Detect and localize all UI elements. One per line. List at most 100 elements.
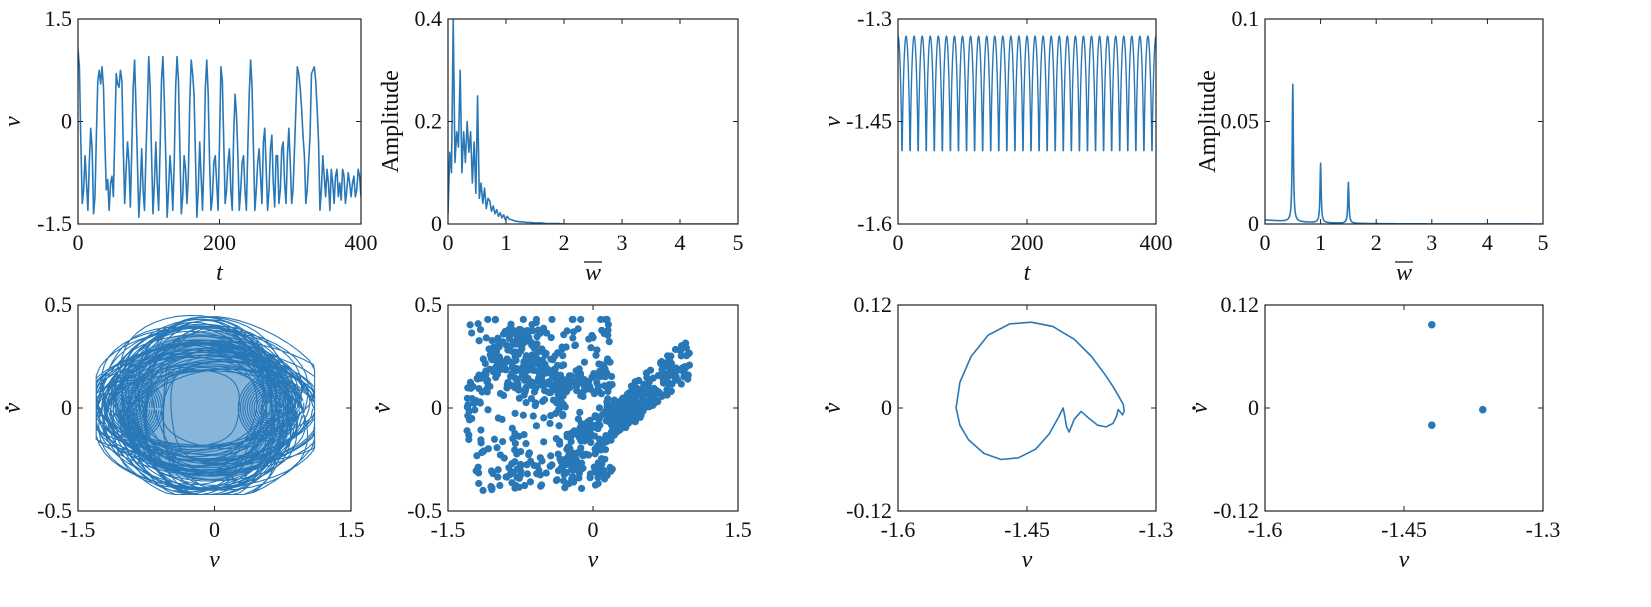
scatter-point	[502, 341, 510, 349]
scatter-point	[594, 459, 602, 467]
scatter-point	[685, 361, 694, 369]
scatter-point	[502, 366, 510, 374]
x-tick-label: 1	[1315, 230, 1326, 255]
scatter-point	[477, 426, 485, 434]
scatter-point	[569, 466, 577, 474]
scatter-point	[555, 405, 563, 414]
scatter-point	[653, 387, 661, 395]
scatter-point	[664, 352, 672, 360]
scatter-point	[574, 415, 582, 423]
scatter-point	[506, 346, 514, 354]
y-axis-label: v	[370, 402, 396, 413]
scatter-point	[605, 338, 613, 346]
scatter-point	[562, 388, 570, 396]
scatter-point	[531, 352, 539, 361]
scatter-point	[494, 466, 502, 474]
scatter-point	[526, 478, 535, 486]
scatter-point	[594, 479, 602, 488]
scatter-point	[471, 406, 479, 414]
y-label-dot	[825, 406, 829, 410]
scatter-point	[528, 341, 536, 349]
x-axis-label: v	[1399, 547, 1410, 573]
y-label-dot	[5, 406, 9, 410]
x-tick-label: 0	[588, 517, 599, 542]
scatter-point	[540, 386, 549, 395]
scatter-point	[579, 452, 587, 460]
scatter-point	[512, 367, 520, 375]
series-line	[448, 19, 738, 224]
scatter-point	[528, 320, 536, 329]
scatter-point	[538, 345, 546, 353]
scatter-point	[672, 366, 681, 375]
scatter-point	[488, 484, 496, 492]
scatter-point	[680, 367, 688, 375]
y-tick-label: 1.5	[45, 6, 73, 31]
scatter-point	[476, 325, 485, 334]
scatter-point	[479, 486, 487, 494]
scatter-point	[475, 479, 483, 488]
scatter-point	[502, 473, 510, 481]
scatter-point	[571, 341, 580, 349]
scatter-point	[623, 407, 631, 415]
scatter-point	[536, 454, 544, 462]
panel-phase-chaotic: -1.5 0 1.5 -0.5 0 0.5 v v	[0, 292, 365, 573]
scatter-point	[658, 372, 666, 380]
scatter-point	[575, 365, 583, 373]
scatter-point	[577, 465, 585, 473]
scatter-point	[474, 463, 482, 471]
scatter-point	[557, 463, 566, 472]
y-axis-label: Amplitude	[1195, 70, 1221, 173]
scatter-point	[511, 458, 519, 466]
scatter-point	[540, 414, 548, 422]
scatter-point	[677, 342, 686, 350]
x-tick-label: 4	[1482, 230, 1493, 255]
scatter-point	[600, 329, 608, 338]
y-axis-label: v	[820, 402, 846, 413]
scatter-point	[553, 361, 562, 370]
x-tick-label: 0	[1260, 230, 1271, 255]
y-tick-label: 0.5	[45, 292, 73, 317]
scatter-point	[546, 419, 554, 428]
plot-frame	[447, 18, 739, 225]
scatter-point	[480, 447, 488, 455]
y-tick-label: 0.5	[415, 292, 443, 317]
scatter-point	[557, 458, 565, 466]
scatter-point	[530, 461, 538, 470]
scatter-point	[558, 345, 567, 353]
scatter-point	[547, 452, 555, 460]
panel-phase-periodic: -1.6 -1.45 -1.3 -0.12 0 0.12 v v	[820, 292, 1173, 573]
scatter-point	[466, 378, 475, 386]
scatter-point	[594, 382, 602, 390]
scatter-point	[548, 315, 556, 324]
scatter-point	[515, 386, 523, 394]
scatter-point	[667, 387, 675, 396]
scatter-point	[557, 398, 565, 406]
y-tick-label: 0	[881, 395, 892, 420]
scatter-point	[543, 329, 551, 337]
scatter-point	[493, 444, 501, 452]
scatter-point	[584, 451, 593, 459]
scatter-point	[593, 346, 601, 354]
x-tick-label: 3	[617, 230, 628, 255]
x-tick-label: 400	[1140, 230, 1173, 255]
scatter-point	[515, 474, 523, 482]
x-tick-label: 3	[1426, 230, 1437, 255]
y-tick-label: -1.6	[857, 211, 892, 236]
x-axis-label: t	[1024, 260, 1032, 286]
scatter-point	[483, 376, 492, 384]
scatter-point	[509, 340, 517, 349]
scatter-point	[474, 320, 482, 328]
scatter-point	[508, 424, 516, 432]
scatter-point	[505, 332, 514, 340]
x-tick-label: 0	[73, 230, 84, 255]
scatter-point	[512, 352, 520, 360]
plot-frame	[1264, 18, 1544, 225]
scatter-point	[631, 378, 639, 386]
plot-frame	[897, 304, 1157, 512]
scatter-point	[640, 390, 648, 398]
scatter-point	[549, 367, 557, 375]
scatter-point	[636, 413, 644, 421]
scatter-point	[484, 315, 492, 324]
scatter-point	[598, 410, 607, 419]
